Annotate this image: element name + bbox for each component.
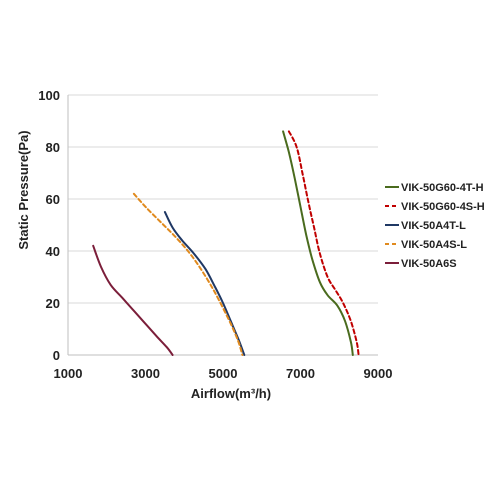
x-tick-label: 1000: [54, 366, 83, 381]
series-lines: [92, 130, 360, 356]
legend-label: VIK-50G60-4S-H: [401, 201, 485, 213]
legend: VIK-50G60-4T-H VIK-50G60-4S-H VIK-50A4T-L V…: [385, 182, 485, 270]
x-tick-labels: 1000 3000 5000 7000 9000: [54, 366, 393, 381]
y-tick-label: 20: [46, 296, 60, 311]
x-tick-label: 9000: [364, 366, 393, 381]
series-line-vik-50a6s: [92, 244, 174, 356]
legend-label: VIK-50A6S: [401, 258, 457, 270]
legend-label: VIK-50G60-4T-H: [401, 182, 484, 194]
series-line-vik-50g60-4s-h: [287, 130, 360, 356]
series-line-vik-50a4t-l: [163, 211, 246, 356]
plot-area: [67, 95, 378, 356]
x-tick-label: 3000: [131, 366, 160, 381]
x-tick-label: 5000: [209, 366, 238, 381]
y-axis-title: Static Pressure(Pa): [16, 130, 31, 249]
legend-label: VIK-50A4T-L: [401, 220, 466, 232]
y-tick-label: 0: [53, 348, 60, 363]
y-tick-label: 80: [46, 140, 60, 155]
legend-label: VIK-50A4S-L: [401, 239, 467, 251]
series-line-vik-50a4s-l: [132, 192, 244, 356]
grid-lines: [68, 94, 378, 356]
x-tick-label: 7000: [286, 366, 315, 381]
y-tick-label: 40: [46, 244, 60, 259]
y-tick-labels: 0 20 40 60 80 100: [38, 88, 60, 363]
y-tick-label: 100: [38, 88, 60, 103]
series-line-vik-50g60-4t-h: [282, 130, 354, 356]
x-axis-title: Airflow(m³/h): [191, 386, 271, 401]
y-tick-label: 60: [46, 192, 60, 207]
